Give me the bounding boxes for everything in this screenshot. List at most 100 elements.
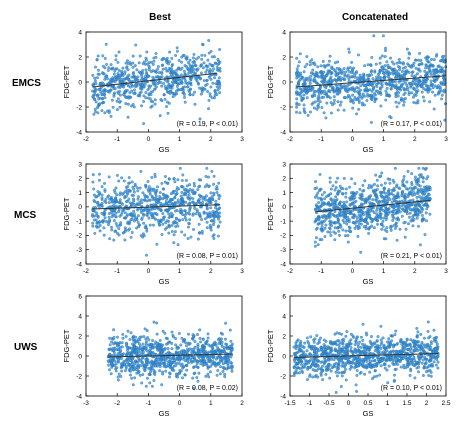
x-tick-label: 3 (444, 136, 448, 143)
scatter-point (356, 345, 360, 349)
y-tick-label: -4 (76, 393, 82, 400)
scatter-point (225, 347, 229, 351)
scatter-point (387, 364, 391, 368)
scatter-point (193, 102, 197, 106)
scatter-point (351, 98, 355, 102)
scatter-point (194, 202, 198, 206)
scatter-point (108, 368, 111, 372)
scatter-point (102, 233, 106, 237)
scatter-point (131, 194, 135, 197)
scatter-point (183, 100, 187, 104)
x-axis-label: GS (159, 409, 170, 418)
scatter-point (351, 68, 354, 72)
scatter-point (126, 62, 130, 66)
scatter-point (421, 180, 425, 184)
scatter-point (344, 229, 348, 233)
scatter-point (381, 34, 385, 38)
scatter-point (177, 371, 181, 375)
scatter-point (131, 84, 135, 88)
scatter-point (188, 218, 192, 222)
scatter-point (197, 82, 201, 86)
scatter-point (116, 97, 120, 101)
column-title-best: Best (149, 12, 171, 23)
scatter-point (195, 362, 199, 366)
scatter-point (133, 64, 137, 68)
scatter-point (176, 78, 180, 81)
scatter-point (149, 93, 153, 96)
scatter-point (303, 79, 306, 83)
scatter-point (424, 80, 428, 84)
scatter-point (208, 365, 212, 369)
scatter-point (157, 347, 160, 351)
scatter-point (119, 374, 123, 378)
scatter-point (149, 84, 153, 88)
scatter-point (91, 221, 95, 225)
scatter-point (351, 334, 355, 338)
scatter-point (335, 192, 339, 196)
scatter-point (442, 90, 446, 94)
scatter-point (156, 82, 160, 85)
scatter-point (320, 73, 324, 77)
scatter-point (145, 50, 149, 54)
scatter-point (91, 224, 95, 228)
scatter-point (319, 64, 323, 68)
scatter-point (209, 49, 213, 53)
scatter-point (307, 89, 311, 93)
scatter-point (155, 321, 159, 325)
scatter-point (230, 369, 234, 373)
scatter-point (404, 81, 408, 85)
scatter-point (126, 228, 130, 232)
scatter-point (406, 169, 410, 173)
y-tick-label: 3 (78, 161, 82, 168)
scatter-point (213, 93, 217, 97)
x-tick-label: 3 (444, 268, 448, 275)
scatter-point (123, 190, 127, 194)
scatter-point (161, 372, 165, 376)
scatter-point (339, 78, 343, 82)
scatter-point (166, 69, 170, 73)
scatter-point (174, 343, 178, 347)
scatter-point (368, 195, 372, 199)
scatter-point (373, 188, 377, 192)
scatter-point (200, 90, 204, 93)
scatter-point (195, 76, 199, 80)
scatter-point (119, 213, 123, 217)
scatter-point (337, 343, 341, 347)
scatter-point (117, 372, 121, 376)
scatter-point (150, 216, 154, 220)
scatter-point (400, 194, 404, 198)
scatter-point (393, 166, 397, 170)
scatter-point (106, 77, 109, 81)
scatter-point (361, 92, 365, 96)
scatter-point (343, 77, 347, 81)
scatter-point (385, 82, 389, 86)
scatter-point (110, 359, 114, 363)
scatter-point (229, 361, 233, 364)
scatter-point (205, 226, 209, 230)
scatter-point (392, 70, 396, 74)
scatter-point (312, 79, 316, 83)
scatter-point (388, 83, 392, 87)
scatter-point (118, 93, 122, 97)
scatter-point (230, 348, 234, 352)
correlation-annotation: (R = 0.21, P < 0.01) (381, 253, 442, 260)
scatter-point (349, 71, 353, 75)
scatter-point (205, 207, 209, 211)
scatter-point (426, 56, 429, 60)
scatter-point (370, 96, 374, 100)
scatter-point (171, 91, 175, 95)
scatter-point (168, 351, 172, 355)
scatter-point (147, 351, 151, 355)
scatter-point (370, 55, 374, 59)
scatter-point (206, 332, 210, 336)
scatter-point (187, 71, 191, 75)
scatter-point (109, 78, 113, 82)
scatter-point (433, 78, 437, 82)
scatter-point (400, 204, 404, 208)
scatter-point (144, 68, 148, 72)
scatter-point (329, 369, 333, 373)
scatter-point (116, 358, 120, 362)
scatter-point (353, 196, 357, 200)
scatter-point (106, 195, 110, 199)
scatter-point (173, 361, 177, 364)
